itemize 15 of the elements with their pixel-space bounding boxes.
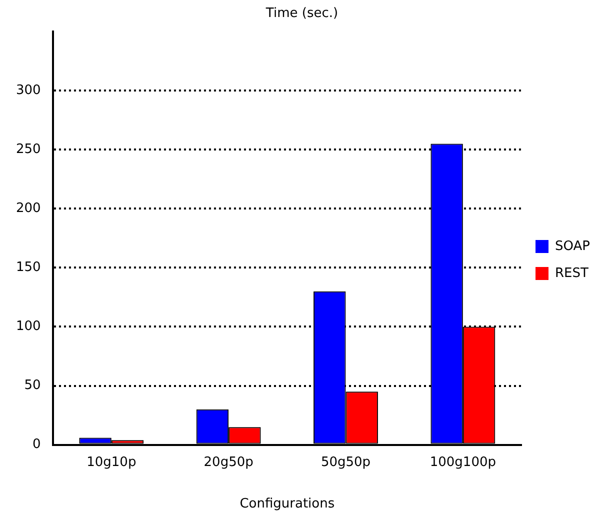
legend-label: SOAP <box>555 238 590 254</box>
x-tick-label: 10g10p <box>86 454 136 470</box>
y-tick-label: 250 <box>16 142 41 158</box>
chart-title: Time (sec.) <box>264 6 338 22</box>
x-axis-title: Configurations <box>240 496 335 512</box>
y-tick-label: 50 <box>24 378 41 394</box>
y-tick-label: 0 <box>32 437 41 452</box>
x-tick-label: 20g50p <box>204 454 254 470</box>
y-tick-label: 300 <box>16 83 41 98</box>
legend-label: REST <box>555 266 589 281</box>
y-tick-label: 100 <box>16 319 41 334</box>
y-tick-label: 200 <box>16 201 41 216</box>
y-tick-label: 150 <box>16 260 41 276</box>
x-tick-label: 50g50p <box>320 454 371 470</box>
x-tick-label: 100g100p <box>430 454 496 470</box>
